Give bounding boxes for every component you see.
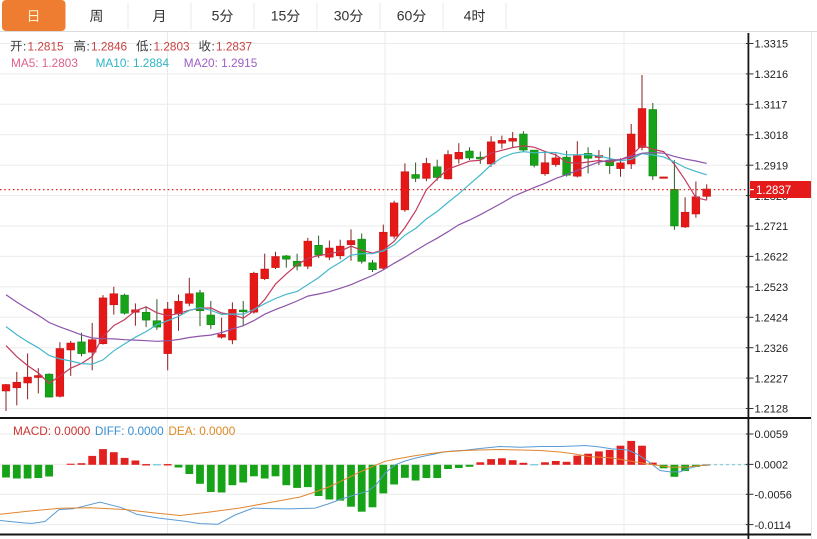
svg-text::: : <box>149 40 152 54</box>
svg-text::: : <box>212 40 215 54</box>
svg-text:30: 30 <box>334 8 350 24</box>
svg-text:1.2721: 1.2721 <box>755 221 789 233</box>
svg-text:60: 60 <box>397 8 413 24</box>
svg-text:1.2424: 1.2424 <box>755 313 789 325</box>
svg-text:0.0002: 0.0002 <box>755 460 789 472</box>
svg-text:1.2622: 1.2622 <box>755 252 789 264</box>
svg-text:MA5: 1.2803: MA5: 1.2803 <box>11 56 78 70</box>
svg-text:-0.0114: -0.0114 <box>755 520 792 532</box>
svg-text:1.3216: 1.3216 <box>755 69 789 81</box>
svg-text:1.2837: 1.2837 <box>216 40 252 54</box>
svg-text:1.3018: 1.3018 <box>755 130 789 142</box>
svg-text:1.2919: 1.2919 <box>755 160 789 172</box>
svg-text:0.0059: 0.0059 <box>755 429 789 441</box>
svg-text:4: 4 <box>464 8 472 24</box>
svg-text:MACD: 0.0000: MACD: 0.0000 <box>13 424 91 438</box>
svg-text:1.2815: 1.2815 <box>28 40 65 54</box>
svg-text:1.3117: 1.3117 <box>755 100 788 112</box>
svg-text:1.2803: 1.2803 <box>154 40 191 54</box>
svg-text:1.2837: 1.2837 <box>756 185 791 197</box>
svg-text:MA20: 1.2915: MA20: 1.2915 <box>184 56 258 70</box>
svg-text:1.2128: 1.2128 <box>755 404 789 416</box>
svg-text:1.2326: 1.2326 <box>755 343 789 355</box>
svg-text:-0.0056: -0.0056 <box>755 490 792 502</box>
svg-text:15: 15 <box>271 8 287 24</box>
svg-text:5: 5 <box>212 8 220 24</box>
svg-text::: : <box>87 40 90 54</box>
svg-text:DEA: 0.0000: DEA: 0.0000 <box>168 424 235 438</box>
svg-text:1.2846: 1.2846 <box>91 40 128 54</box>
svg-text:1.2523: 1.2523 <box>755 282 789 294</box>
svg-text:1.2227: 1.2227 <box>755 373 789 385</box>
svg-text::: : <box>23 40 26 54</box>
svg-text:MA10: 1.2884: MA10: 1.2884 <box>96 56 170 70</box>
svg-text:1.3315: 1.3315 <box>755 39 789 51</box>
svg-text:DIFF: 0.0000: DIFF: 0.0000 <box>95 424 164 438</box>
